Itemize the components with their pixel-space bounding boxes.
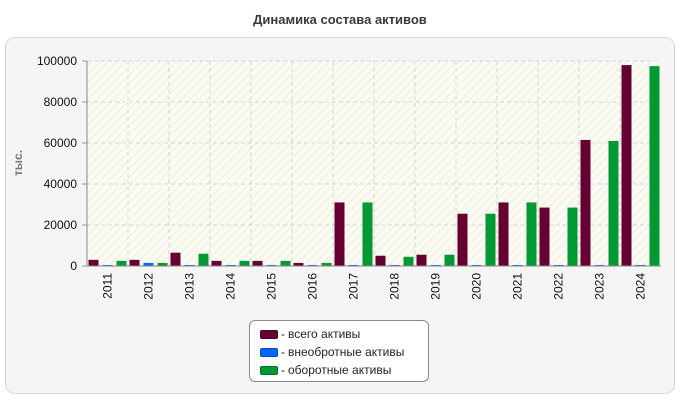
x-tick-label: 2012 xyxy=(142,273,156,300)
legend-swatch-current xyxy=(260,365,278,375)
bar-current-2016 xyxy=(321,262,332,266)
x-tick-label: 2018 xyxy=(388,273,402,300)
bar-total-2022 xyxy=(539,207,550,266)
y-tick-label: 0 xyxy=(70,259,77,273)
y-tick-label: 60000 xyxy=(44,136,78,150)
bar-current-2013 xyxy=(198,253,209,266)
bar-total-2020 xyxy=(457,213,468,266)
bars xyxy=(88,65,660,266)
legend-swatch-noncurrent xyxy=(260,347,278,357)
legend-label-total: всего активы xyxy=(288,327,361,341)
x-tick-label: 2020 xyxy=(470,273,484,300)
bar-total-2019 xyxy=(416,254,427,266)
x-tick-label: 2019 xyxy=(429,273,443,300)
legend-item-noncurrent: - внеобротные активы xyxy=(260,343,428,361)
bar-current-2021 xyxy=(526,202,537,266)
bar-current-2012 xyxy=(157,262,168,266)
bar-total-2012 xyxy=(129,259,140,266)
bar-noncurrent-2015 xyxy=(266,264,277,266)
bar-total-2024 xyxy=(621,65,632,266)
bar-total-2021 xyxy=(498,202,509,266)
bar-total-2016 xyxy=(293,262,304,266)
bar-current-2024 xyxy=(649,66,660,266)
bar-total-2018 xyxy=(375,255,386,266)
y-tick-label: 80000 xyxy=(44,95,78,109)
y-tick-label: 20000 xyxy=(44,218,78,232)
x-tick-label: 2023 xyxy=(593,273,607,300)
y-tick-label: 100000 xyxy=(37,54,77,68)
x-tick-label: 2021 xyxy=(511,273,525,300)
bar-noncurrent-2017 xyxy=(348,264,359,266)
bar-total-2011 xyxy=(88,259,99,266)
bar-noncurrent-2021 xyxy=(512,264,523,266)
bar-total-2015 xyxy=(252,260,263,266)
bar-current-2011 xyxy=(116,260,127,266)
bar-noncurrent-2012 xyxy=(143,262,154,266)
bar-total-2023 xyxy=(580,139,591,266)
bar-noncurrent-2013 xyxy=(184,264,195,266)
x-tick-label: 2022 xyxy=(552,273,566,300)
bar-current-2020 xyxy=(485,213,496,266)
bar-noncurrent-2018 xyxy=(389,264,400,266)
bar-noncurrent-2020 xyxy=(471,264,482,266)
legend-dash: - xyxy=(281,363,285,377)
bar-noncurrent-2014 xyxy=(225,264,236,266)
bar-current-2015 xyxy=(280,260,291,266)
y-tick-label: 40000 xyxy=(44,177,78,191)
bar-total-2013 xyxy=(170,252,181,266)
legend-dash: - xyxy=(281,345,285,359)
chart-legend: - всего активы - внеобротные активы - об… xyxy=(249,320,429,382)
bar-total-2017 xyxy=(334,202,345,266)
bar-noncurrent-2016 xyxy=(307,264,318,266)
legend-label-current: оборотные активы xyxy=(288,363,392,377)
bar-noncurrent-2022 xyxy=(553,264,564,266)
bar-current-2019 xyxy=(444,254,455,266)
bar-noncurrent-2019 xyxy=(430,264,441,266)
bar-current-2018 xyxy=(403,256,414,266)
bar-current-2014 xyxy=(239,260,250,266)
legend-swatch-total xyxy=(260,329,278,339)
y-axis-label: тыс. xyxy=(11,150,25,176)
legend-item-total: - всего активы xyxy=(260,325,428,343)
y-tick-labels: 0 20000 40000 60000 80000 100000 xyxy=(37,54,77,273)
legend-dash: - xyxy=(281,327,285,341)
x-tick-label: 2016 xyxy=(306,273,320,300)
bar-noncurrent-2011 xyxy=(102,264,113,266)
x-tick-label: 2011 xyxy=(101,273,115,299)
x-tick-label: 2014 xyxy=(224,273,238,300)
x-tick-label: 2015 xyxy=(265,273,279,300)
bar-total-2014 xyxy=(211,260,222,266)
x-tick-labels: 2011 2012 2013 2014 2015 2016 2017 2018 2019 2020… xyxy=(101,273,648,300)
bar-current-2022 xyxy=(567,207,578,266)
bar-current-2017 xyxy=(362,202,373,266)
gridlines xyxy=(87,60,661,266)
legend-label-noncurrent: внеобротные активы xyxy=(288,345,405,359)
chart-title: Динамика состава активов xyxy=(253,12,427,27)
x-tick-label: 2017 xyxy=(347,273,361,300)
legend-item-current: - оборотные активы xyxy=(260,361,428,379)
x-tick-label: 2013 xyxy=(183,273,197,300)
axes xyxy=(82,60,661,267)
x-tick-label: 2024 xyxy=(634,273,648,300)
bar-current-2023 xyxy=(608,140,619,266)
bar-noncurrent-2023 xyxy=(594,264,605,266)
bar-noncurrent-2024 xyxy=(635,264,646,266)
